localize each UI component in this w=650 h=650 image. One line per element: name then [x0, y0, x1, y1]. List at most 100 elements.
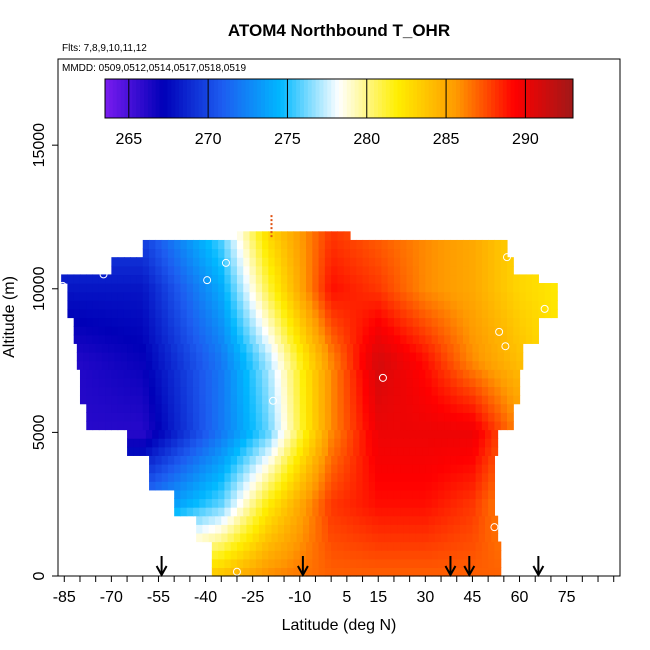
heatmap-cell — [312, 377, 320, 388]
heatmap-cell — [481, 403, 489, 413]
heatmap-cell — [299, 274, 307, 284]
heatmap-cell — [331, 403, 339, 413]
heatmap-cell — [224, 283, 232, 293]
heatmap-cell — [149, 386, 156, 396]
heatmap-cell — [211, 455, 219, 465]
colorbar-step — [471, 79, 476, 118]
heatmap-cell — [450, 412, 458, 422]
heatmap-cell — [356, 334, 364, 344]
heatmap-cell — [400, 420, 408, 431]
heatmap-cell — [306, 507, 313, 517]
heatmap-cell — [240, 343, 247, 353]
heatmap-cell — [293, 308, 301, 319]
heatmap-cell — [425, 308, 433, 319]
heatmap-cell — [306, 369, 313, 379]
heatmap-cell — [293, 472, 301, 482]
heatmap-cell — [453, 351, 461, 362]
heatmap-cell — [117, 377, 125, 388]
heatmap-cell — [397, 524, 404, 534]
heatmap-cell — [406, 489, 414, 500]
heatmap-cell — [136, 369, 144, 379]
heatmap-cell — [236, 455, 244, 465]
heatmap-cell — [494, 550, 502, 560]
sample-marker — [378, 373, 387, 382]
heatmap-cell — [434, 524, 442, 534]
heatmap-cell — [384, 351, 392, 362]
heatmap-cell — [174, 395, 182, 405]
heatmap-cell — [419, 489, 426, 500]
heatmap-cell — [381, 326, 389, 336]
heatmap-cell — [343, 489, 351, 500]
heatmap-cell — [174, 420, 182, 431]
colorbar-step — [175, 79, 180, 118]
heatmap-cell — [331, 455, 339, 465]
heatmap-cell — [318, 541, 326, 551]
heatmap-cell — [258, 360, 266, 370]
heatmap-cell — [105, 283, 112, 293]
heatmap-cell — [328, 343, 335, 353]
heatmap-cell — [230, 567, 238, 577]
heatmap-cell — [371, 429, 379, 439]
heatmap-cell — [133, 360, 141, 370]
heatmap-cell — [538, 291, 546, 301]
heatmap-cell — [400, 369, 408, 379]
colorbar-step — [315, 79, 320, 118]
heatmap-cell — [224, 420, 232, 431]
heatmap-cell — [158, 446, 166, 456]
heatmap-cell — [362, 274, 370, 284]
heatmap-cell — [387, 567, 395, 577]
heatmap-cell — [274, 567, 282, 577]
heatmap-cell — [447, 515, 455, 525]
heatmap-cell — [133, 429, 141, 439]
heatmap-cell — [481, 265, 489, 276]
heatmap-cell — [318, 403, 326, 413]
heatmap-cell — [243, 395, 251, 405]
heatmap-cell — [255, 308, 263, 319]
sample-marker — [502, 253, 511, 262]
heatmap-cell — [466, 446, 474, 456]
heatmap-cell — [255, 472, 263, 482]
heatmap-cell — [328, 438, 335, 448]
heatmap-cell — [258, 446, 266, 456]
heatmap-cell — [368, 507, 376, 517]
heatmap-cell — [202, 343, 210, 353]
colorbar-step — [417, 79, 422, 118]
heatmap-cell — [214, 524, 222, 534]
heatmap-cell — [101, 343, 109, 353]
heatmap-cell — [123, 265, 131, 276]
heatmap-cell — [472, 343, 480, 353]
heatmap-cell — [393, 463, 401, 474]
heatmap-cell — [218, 507, 225, 517]
heatmap-cell — [378, 515, 386, 525]
heatmap-cell — [255, 291, 263, 301]
heatmap-cell — [384, 515, 392, 525]
heatmap-cell — [397, 429, 404, 439]
heatmap-cell — [387, 403, 395, 413]
heatmap-cell — [444, 239, 452, 250]
colorbar-step — [420, 79, 426, 118]
heatmap-cell — [208, 343, 216, 353]
heatmap-cell — [513, 334, 521, 344]
colorbar-step — [358, 79, 363, 118]
heatmap-cell — [255, 369, 263, 379]
heatmap-cell — [494, 558, 502, 568]
heatmap-cell — [400, 481, 408, 491]
heatmap-cell — [186, 308, 194, 319]
heatmap-cell — [243, 507, 251, 517]
heatmap-cell — [381, 550, 389, 560]
heatmap-cell — [167, 300, 175, 310]
heatmap-cell — [105, 300, 112, 310]
heatmap-cell — [299, 386, 307, 396]
heatmap-cell — [164, 429, 172, 439]
heatmap-cell — [469, 283, 477, 293]
heatmap-cell — [419, 420, 426, 431]
heatmap-cell — [296, 524, 304, 534]
heatmap-cell — [174, 300, 182, 310]
heatmap-cell — [299, 489, 307, 500]
heatmap-cell — [252, 429, 260, 439]
heatmap-cell — [79, 377, 87, 388]
heatmap-cell — [302, 524, 310, 534]
x-tick-label: -10 — [288, 589, 311, 606]
x-tick-label: 60 — [511, 589, 529, 606]
heatmap-cell — [315, 343, 323, 353]
